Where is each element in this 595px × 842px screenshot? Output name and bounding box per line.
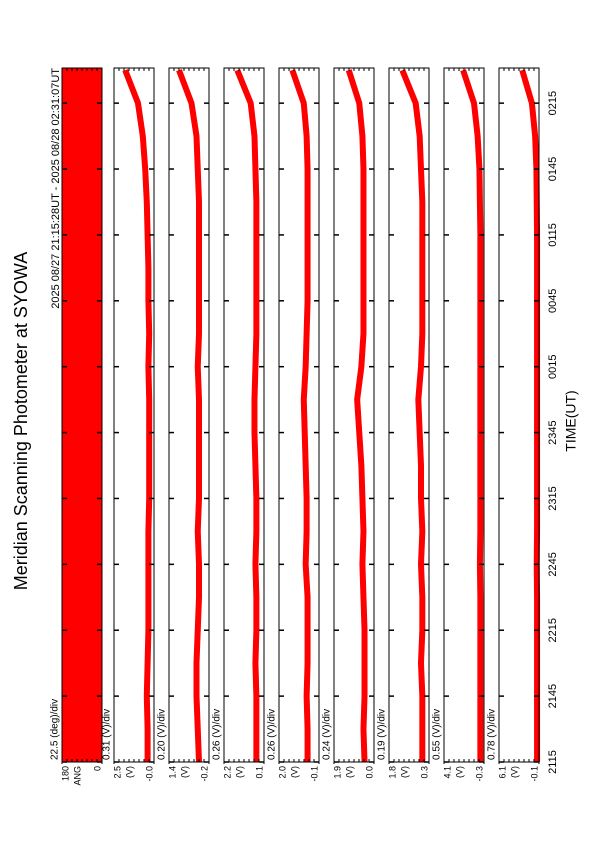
y-tick-label: -0.2 — [199, 766, 209, 782]
signal-line — [399, 69, 426, 762]
y-tick-label: -0.0 — [144, 766, 154, 782]
div-label: 0.26 (V)/div — [212, 709, 223, 760]
signal-line — [519, 69, 541, 762]
signal-line — [122, 69, 153, 762]
y-tick-label: -0.3 — [474, 766, 484, 782]
div-label: 0.78 (V)/div — [487, 709, 498, 760]
y-axis-label: (V) — [124, 766, 134, 778]
signal-line — [176, 69, 202, 763]
x-tick-label: 2245 — [547, 552, 559, 576]
div-label: 0.55 (V)/div — [432, 709, 443, 760]
signal-line — [289, 69, 311, 762]
panel-frame — [168, 67, 210, 763]
time-range: 2025 08/27 21:15:28UT - 2025 08/28 02:31… — [50, 68, 62, 309]
x-tick-label: 0115 — [547, 223, 559, 247]
y-axis-label: (V) — [344, 766, 354, 778]
y-tick-label: -0.1 — [309, 766, 319, 782]
y-tick-label: 0 — [92, 766, 102, 771]
angle-band — [62, 68, 102, 762]
y-axis-label: ANG — [72, 766, 82, 786]
y-tick-label: 2.5 — [112, 766, 122, 779]
div-label: 0.19 (V)/div — [377, 709, 388, 760]
signal-line — [234, 69, 260, 762]
y-axis-label: (V) — [399, 766, 409, 778]
y-tick-label: 180 — [60, 766, 70, 781]
x-tick-label: 0015 — [547, 354, 559, 378]
y-axis-label: (V) — [289, 766, 299, 778]
panel-frame — [278, 67, 320, 763]
y-tick-label: 2.0 — [277, 766, 287, 779]
y-tick-label: 2.2 — [222, 766, 232, 779]
y-tick-label: 6.1 — [497, 766, 507, 779]
y-axis-label: (V) — [509, 766, 519, 778]
panel-frame — [333, 67, 375, 763]
y-tick-label: 0.0 — [364, 766, 374, 779]
signal-line — [460, 69, 484, 762]
plot-area: Meridian Scanning Photometer at SYOWA 20… — [11, 67, 579, 786]
x-tick-label: 2315 — [547, 486, 559, 510]
x-axis-label: TIME(UT) — [563, 390, 579, 451]
x-tick-label: 0145 — [547, 157, 559, 181]
y-tick-label: -0.1 — [529, 766, 539, 782]
x-tick-label: 2345 — [547, 420, 559, 444]
div-label: 0.31 (V)/div — [102, 709, 113, 760]
div-label: 22.5 (deg)/div — [50, 699, 61, 760]
y-axis-label: (V) — [454, 766, 464, 778]
x-tick-label: 2115 — [547, 750, 559, 774]
div-label: 0.20 (V)/div — [157, 709, 168, 760]
x-tick-label: 0045 — [547, 289, 559, 313]
div-label: 0.24 (V)/div — [322, 709, 333, 760]
y-axis-label: (V) — [234, 766, 244, 778]
y-axis-label: (V) — [179, 766, 189, 778]
signal-line — [345, 69, 368, 763]
y-tick-label: 1.8 — [387, 766, 397, 779]
y-tick-label: 1.4 — [167, 766, 177, 779]
div-label: 0.26 (V)/div — [267, 709, 278, 760]
panel-frame — [498, 67, 540, 763]
x-tick-label: 2145 — [547, 684, 559, 708]
x-tick-label: 0215 — [547, 91, 559, 115]
y-tick-label: 4.1 — [442, 766, 452, 779]
y-tick-label: 0.3 — [419, 766, 429, 779]
x-tick-label: 2215 — [547, 618, 559, 642]
y-tick-label: 1.9 — [332, 766, 342, 779]
chart-title: Meridian Scanning Photometer at SYOWA — [11, 252, 31, 591]
y-tick-label: 0.1 — [254, 766, 264, 779]
